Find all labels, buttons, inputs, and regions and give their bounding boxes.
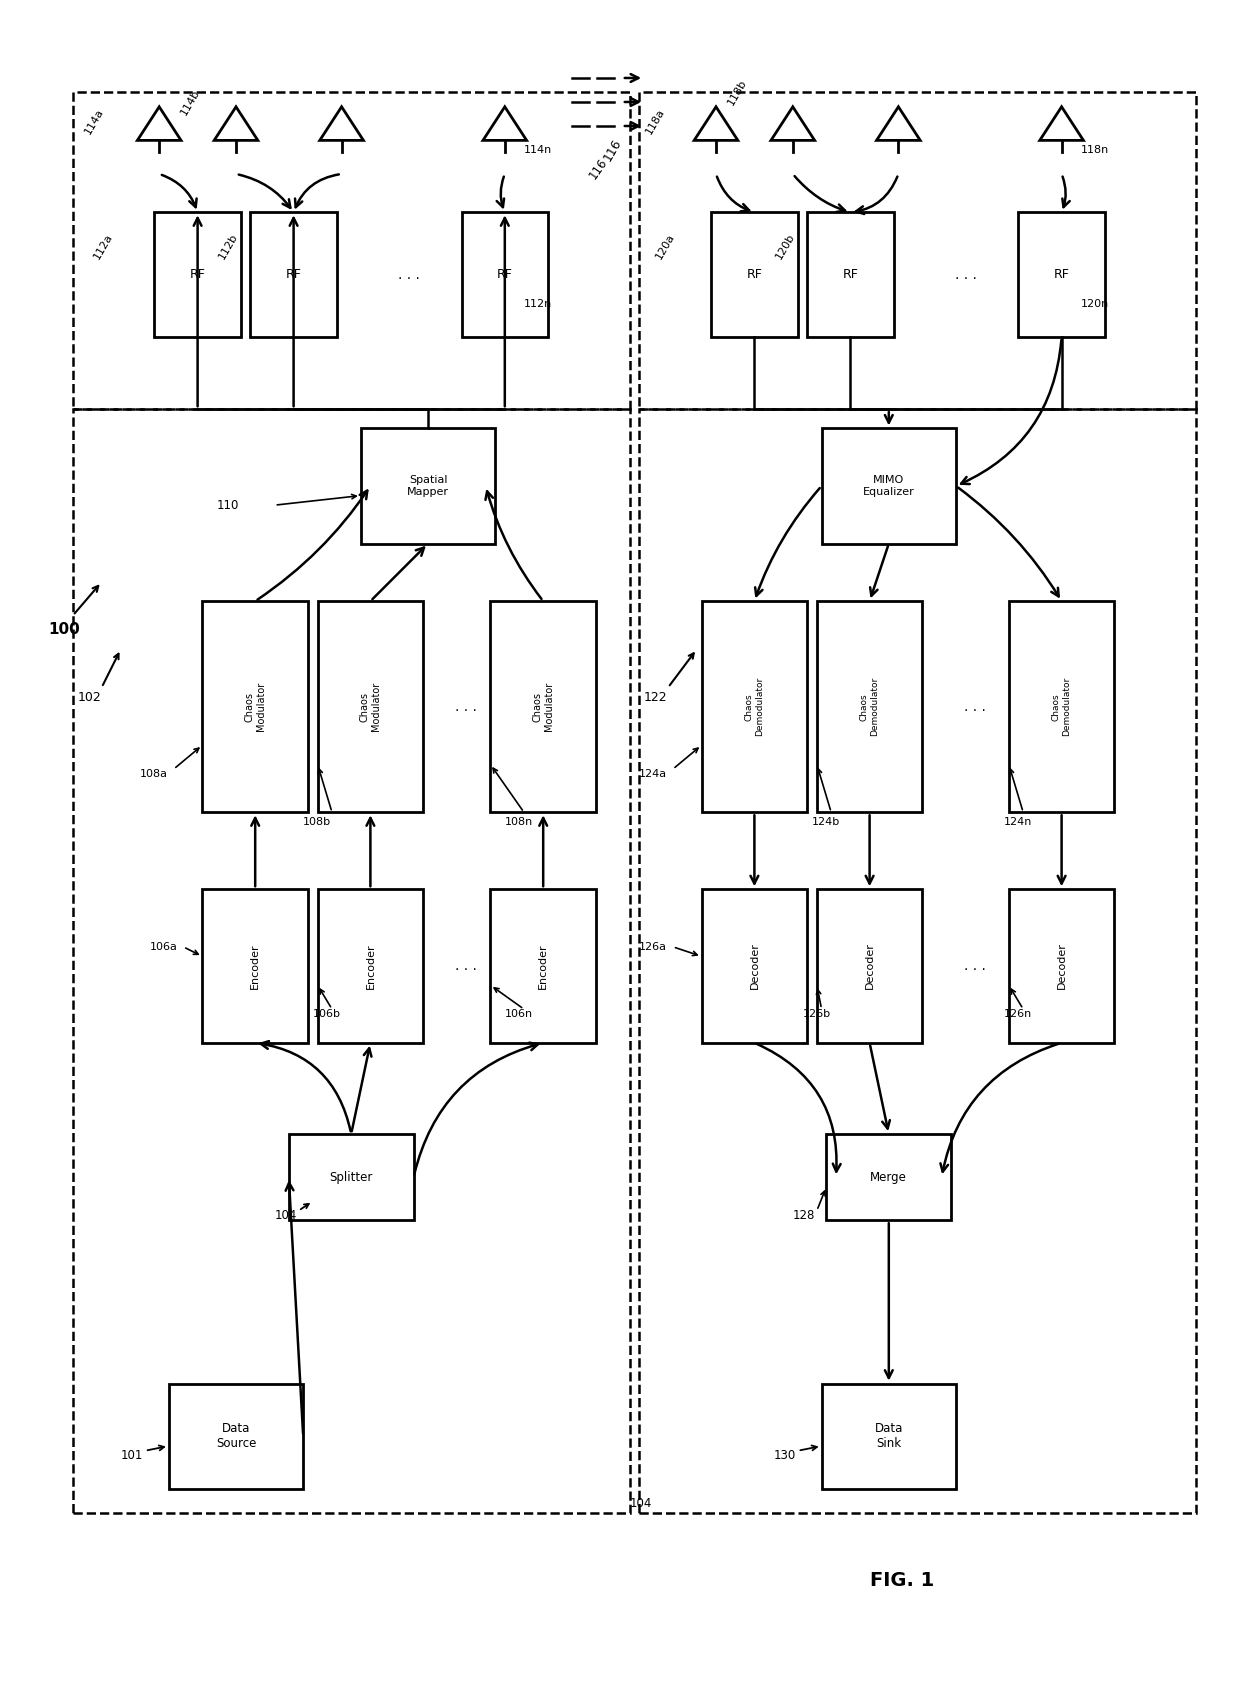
Text: 124b: 124b [812, 817, 841, 827]
Text: Encoder: Encoder [250, 944, 260, 989]
Text: 116: 116 [587, 156, 610, 183]
Text: 114n: 114n [525, 145, 552, 156]
Text: 124n: 124n [1004, 817, 1033, 827]
Text: 106n: 106n [505, 1010, 533, 1020]
FancyBboxPatch shape [822, 428, 956, 543]
Text: 104: 104 [274, 1209, 296, 1223]
Text: Splitter: Splitter [330, 1170, 373, 1184]
Text: Merge: Merge [870, 1170, 908, 1184]
FancyBboxPatch shape [826, 1135, 951, 1221]
Text: Spatial
Mapper: Spatial Mapper [407, 475, 449, 497]
FancyBboxPatch shape [1018, 213, 1105, 337]
FancyBboxPatch shape [169, 1383, 304, 1490]
Text: 112b: 112b [217, 232, 239, 260]
Text: 126a: 126a [639, 942, 667, 952]
Text: Data
Sink: Data Sink [874, 1422, 903, 1451]
Text: MIMO
Equalizer: MIMO Equalizer [863, 475, 915, 497]
Text: . . .: . . . [455, 700, 477, 714]
Text: Chaos
Demodulator: Chaos Demodulator [1052, 676, 1071, 736]
Text: . . .: . . . [955, 267, 977, 282]
FancyBboxPatch shape [490, 889, 596, 1043]
Text: 104: 104 [630, 1497, 652, 1510]
Text: 126b: 126b [802, 1010, 831, 1020]
Text: Decoder: Decoder [1056, 942, 1066, 989]
FancyBboxPatch shape [1009, 889, 1115, 1043]
Text: 114b: 114b [179, 88, 201, 117]
Text: 120n: 120n [1081, 299, 1109, 308]
Text: 130: 130 [774, 1449, 796, 1463]
Text: 120b: 120b [774, 232, 796, 260]
FancyBboxPatch shape [702, 602, 807, 812]
Text: 112a: 112a [92, 232, 114, 260]
Text: 114a: 114a [82, 107, 105, 135]
Text: FIG. 1: FIG. 1 [869, 1571, 934, 1590]
Text: Chaos
Demodulator: Chaos Demodulator [745, 676, 764, 736]
Text: 120a: 120a [653, 232, 676, 260]
Text: RF: RF [842, 269, 858, 281]
Text: . . .: . . . [398, 267, 419, 282]
Text: 101: 101 [120, 1449, 143, 1463]
Text: 108n: 108n [505, 817, 533, 827]
Text: Chaos
Modulator: Chaos Modulator [244, 681, 267, 732]
FancyBboxPatch shape [822, 1383, 956, 1490]
FancyBboxPatch shape [155, 213, 241, 337]
Text: RF: RF [190, 269, 206, 281]
FancyBboxPatch shape [712, 213, 797, 337]
Text: 122: 122 [644, 690, 667, 703]
FancyBboxPatch shape [317, 602, 423, 812]
FancyBboxPatch shape [490, 602, 596, 812]
Text: Decoder: Decoder [749, 942, 759, 989]
Text: 126n: 126n [1004, 1010, 1032, 1020]
Text: 118a: 118a [644, 107, 667, 135]
FancyBboxPatch shape [202, 889, 308, 1043]
Text: 112n: 112n [525, 299, 552, 308]
Text: 124a: 124a [639, 769, 667, 780]
Text: RF: RF [285, 269, 301, 281]
FancyBboxPatch shape [317, 889, 423, 1043]
Text: 116: 116 [601, 137, 624, 164]
FancyBboxPatch shape [202, 602, 308, 812]
Text: RF: RF [746, 269, 763, 281]
FancyBboxPatch shape [361, 428, 495, 543]
Text: 106a: 106a [150, 942, 177, 952]
Text: Encoder: Encoder [538, 944, 548, 989]
FancyBboxPatch shape [817, 889, 923, 1043]
Text: RF: RF [497, 269, 512, 281]
FancyBboxPatch shape [1009, 602, 1115, 812]
Text: 108b: 108b [304, 817, 331, 827]
Text: Chaos
Modulator: Chaos Modulator [360, 681, 381, 732]
Text: Decoder: Decoder [864, 942, 874, 989]
Text: 108a: 108a [140, 769, 167, 780]
Text: Encoder: Encoder [366, 944, 376, 989]
Text: . . .: . . . [965, 700, 986, 714]
FancyBboxPatch shape [289, 1135, 414, 1221]
Text: . . .: . . . [455, 959, 477, 972]
FancyBboxPatch shape [817, 602, 923, 812]
Text: 118n: 118n [1081, 145, 1109, 156]
Text: RF: RF [1054, 269, 1070, 281]
Text: 128: 128 [792, 1209, 815, 1223]
Text: Chaos
Demodulator: Chaos Demodulator [859, 676, 879, 736]
Text: Chaos
Modulator: Chaos Modulator [532, 681, 554, 732]
FancyBboxPatch shape [461, 213, 548, 337]
Text: 110: 110 [217, 499, 239, 512]
FancyBboxPatch shape [807, 213, 894, 337]
Text: . . .: . . . [965, 959, 986, 972]
FancyBboxPatch shape [250, 213, 337, 337]
Text: 100: 100 [48, 622, 81, 638]
Text: 118b: 118b [725, 78, 748, 107]
FancyBboxPatch shape [702, 889, 807, 1043]
Text: Data
Source: Data Source [216, 1422, 257, 1451]
Text: 106b: 106b [312, 1010, 341, 1020]
Text: 102: 102 [78, 690, 102, 703]
